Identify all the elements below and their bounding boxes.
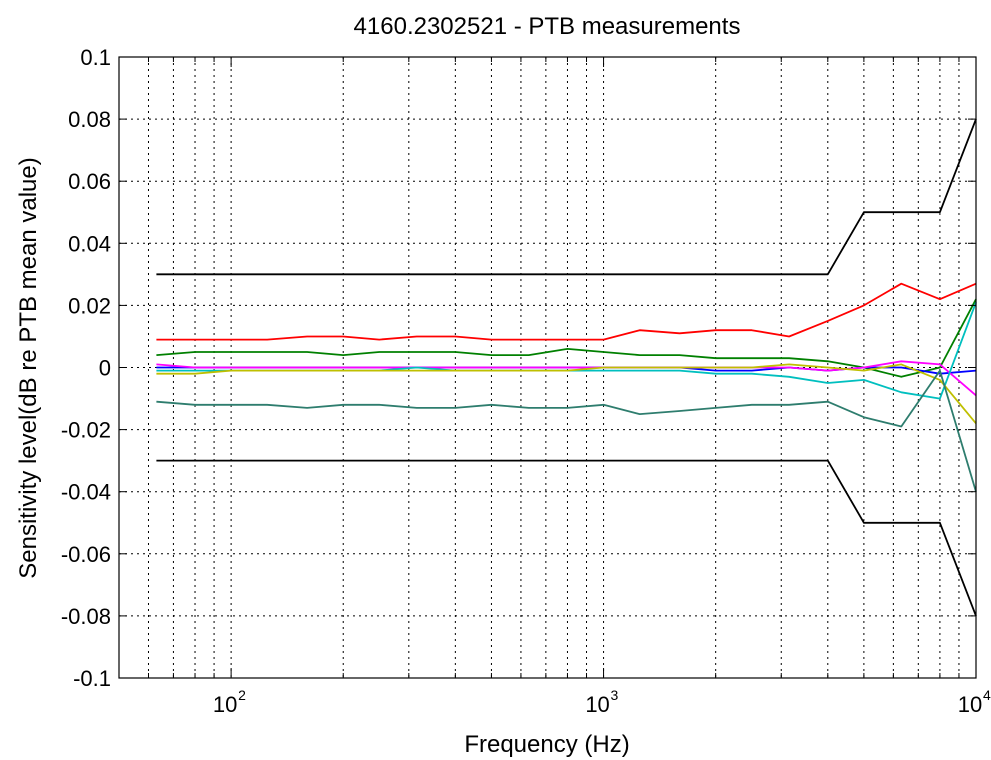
y-tick-label: -0.06 <box>61 542 111 567</box>
series-line-1 <box>156 118 977 276</box>
y-tick-label: 0 <box>99 356 111 381</box>
series-line-3 <box>156 282 977 341</box>
x-tick-label: 10 <box>958 692 982 717</box>
y-tick-label: 0.1 <box>80 45 111 70</box>
y-tick-label: 0.08 <box>68 107 111 132</box>
series-line-6 <box>156 360 977 397</box>
x-tick-label: 10 <box>585 692 609 717</box>
series-line-2 <box>156 459 977 617</box>
y-tick-label: -0.04 <box>61 480 111 505</box>
y-tick-label: -0.1 <box>73 666 111 691</box>
series-line-9 <box>156 369 977 492</box>
plot-area: -0.1 -0.08 -0.06 -0.04 -0.02 0 0.02 0.04 0.06 0.0… <box>61 45 991 717</box>
y-axis-label: Sensitivity level(dB re PTB mean value) <box>15 157 42 579</box>
y-tick-label: 0.06 <box>68 169 111 194</box>
chart-title: 4160.2302521 - PTB measurements <box>354 13 741 40</box>
y-tick-label: 0.04 <box>68 231 111 256</box>
series-line-8 <box>156 363 977 424</box>
x-tick-exponent: 2 <box>238 687 246 703</box>
x-tick-exponent: 4 <box>983 687 991 703</box>
x-tick-exponent: 3 <box>611 687 619 703</box>
x-axis-label: Frequency (Hz) <box>464 731 629 758</box>
y-tick-label: -0.02 <box>61 418 111 443</box>
series-line-4 <box>156 298 977 378</box>
y-tick-label: -0.08 <box>61 604 111 629</box>
y-tick-label: 0.02 <box>68 293 111 318</box>
x-tick-label: 10 <box>213 692 237 717</box>
